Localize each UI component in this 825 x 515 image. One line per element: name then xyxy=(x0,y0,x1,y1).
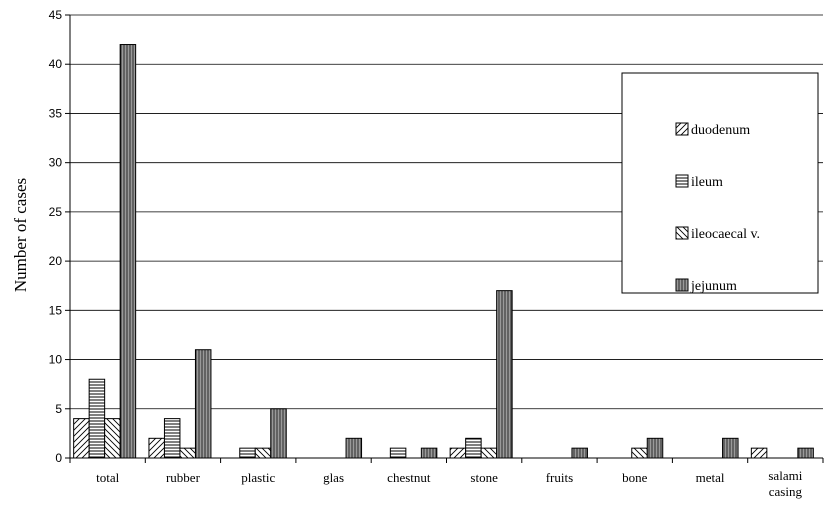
x-tick-label: plastic xyxy=(241,470,275,485)
x-tick-label: metal xyxy=(696,470,725,485)
x-tick-label: rubber xyxy=(166,470,201,485)
bar-ileum-plastic xyxy=(239,447,256,459)
bar-jejunum-bone xyxy=(646,437,664,459)
bar-jejunum-fruits xyxy=(571,447,588,459)
bar-ileocaecal-v--total xyxy=(104,418,121,459)
x-tick-label: salami casing xyxy=(768,468,802,499)
y-tick-label: 45 xyxy=(49,8,63,22)
y-tick-label: 0 xyxy=(55,451,62,465)
bar-ileocaecal-v--stone xyxy=(480,447,498,459)
legend-swatch xyxy=(675,278,689,292)
bar-duodenum-salami-casing xyxy=(750,447,768,459)
y-tick-label: 35 xyxy=(49,106,63,120)
legend-label: ileum xyxy=(691,175,723,190)
legend-swatch xyxy=(675,226,689,240)
y-tick-label: 30 xyxy=(49,156,63,170)
bar-jejunum-stone xyxy=(496,290,513,459)
bar-ileocaecal-v--bone xyxy=(631,447,648,459)
y-axis-title: Number of cases xyxy=(11,178,30,292)
y-axis-ticks: 0 5 10 15 20 25 30 35 40 45 xyxy=(49,8,70,465)
bar-ileocaecal-v--rubber xyxy=(179,447,196,459)
x-tick-label: fruits xyxy=(546,470,573,485)
legend-label: ileocaecal v. xyxy=(691,227,760,242)
bar-duodenum-rubber xyxy=(148,437,165,459)
bar-ileum-total xyxy=(88,378,106,459)
bars xyxy=(73,44,814,459)
y-tick-label: 25 xyxy=(49,205,63,219)
legend-swatch xyxy=(675,174,689,188)
legend-label: duodenum xyxy=(691,123,750,138)
y-tick-label: 10 xyxy=(49,353,63,367)
bar-jejunum-total xyxy=(119,44,137,459)
bar-jejunum-salami-casing xyxy=(797,447,814,459)
bar-ileum-chestnut xyxy=(389,447,407,459)
y-tick-label: 40 xyxy=(49,57,63,71)
bar-jejunum-metal xyxy=(722,437,739,459)
bar-duodenum-stone xyxy=(449,447,467,459)
legend-label: jejunum xyxy=(690,279,737,294)
x-tick-label: glas xyxy=(323,470,344,485)
legend-swatch xyxy=(675,122,689,136)
axes xyxy=(69,15,824,463)
x-tick-label: bone xyxy=(622,470,648,485)
legend-box xyxy=(621,72,819,294)
bar-jejunum-chestnut xyxy=(420,447,438,459)
y-tick-label: 20 xyxy=(49,254,63,268)
legend: duodenum ileum ileocaecal v. jejunum xyxy=(621,72,819,294)
bar-jejunum-glas xyxy=(345,437,363,459)
bar-ileocaecal-v--plastic xyxy=(254,447,272,459)
bar-duodenum-total xyxy=(73,418,90,459)
bar-ileum-stone xyxy=(465,437,482,459)
bar-jejunum-rubber xyxy=(194,349,212,459)
y-tick-label: 15 xyxy=(49,303,63,317)
bar-jejunum-plastic xyxy=(270,408,287,459)
x-axis-labels: total rubber plastic glas chestnut stone fruit… xyxy=(96,468,803,499)
x-tick-label: stone xyxy=(470,470,498,485)
bar-ileum-rubber xyxy=(163,418,181,459)
x-tick-label: chestnut xyxy=(387,470,431,485)
y-tick-label: 5 xyxy=(55,402,62,416)
x-tick-label: total xyxy=(96,470,119,485)
